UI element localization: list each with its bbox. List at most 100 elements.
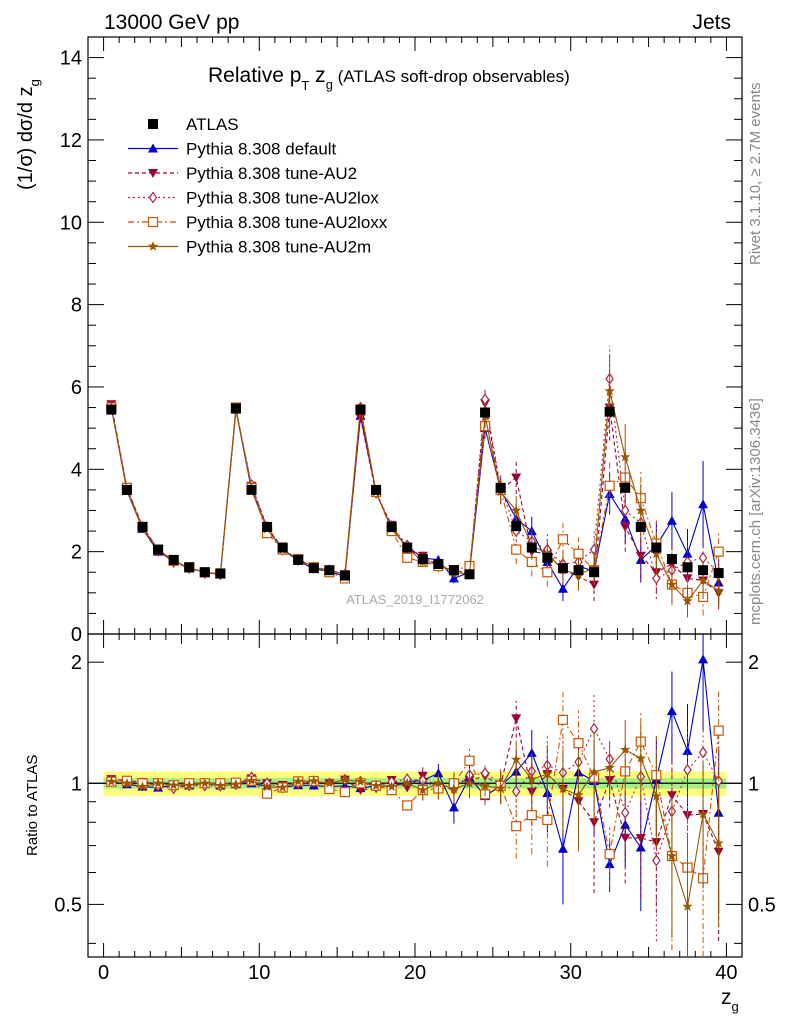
ratio-point	[355, 776, 366, 787]
data-point	[355, 413, 366, 423]
series-line	[110, 390, 719, 602]
data-point	[557, 583, 568, 593]
plot-title: Relative pT zg (ATLAS soft-drop observab…	[208, 64, 570, 93]
atlas-point	[293, 554, 304, 565]
y-tick-label: 8	[71, 295, 82, 317]
atlas-point	[324, 565, 335, 576]
ratio-point	[604, 859, 615, 869]
ratio-point	[573, 789, 584, 800]
atlas-point	[230, 403, 241, 414]
legend: ATLAS Pythia 8.308 default Pythia 8.308 tu…	[128, 115, 388, 257]
ratio-point	[526, 773, 537, 784]
series-line	[110, 407, 720, 590]
x-axis-label: zg	[721, 986, 739, 1014]
atlas-point	[246, 484, 257, 495]
data-point	[666, 579, 678, 589]
ratio-marks	[106, 634, 724, 957]
x-tick-label: 30	[560, 962, 582, 984]
legend-label: Pythia 8.308 default	[186, 140, 337, 159]
legend-marker	[147, 216, 159, 228]
data-point	[620, 451, 631, 462]
ratio-point	[152, 777, 164, 788]
atlas-point	[573, 565, 584, 576]
main-marks	[106, 345, 724, 618]
ratio-point	[620, 806, 630, 819]
ratio-point	[526, 747, 537, 757]
atlas-point	[308, 563, 319, 574]
atlas-point	[698, 565, 709, 576]
ratio-point	[433, 777, 444, 788]
data-point	[573, 548, 584, 559]
data-point	[604, 385, 615, 396]
ratio-point	[511, 754, 522, 765]
ratio-point	[652, 854, 661, 867]
data-point	[682, 595, 693, 606]
ratio-point	[106, 776, 117, 787]
y-tick-label: 14	[60, 48, 82, 70]
atlas-point	[682, 562, 693, 573]
series-ratio-line	[111, 727, 720, 861]
ratio-point	[448, 802, 459, 812]
series-ratio-line	[111, 718, 720, 852]
series-2-ratio	[107, 694, 723, 942]
ratio-point	[261, 788, 273, 799]
legend-marker-atlas	[148, 119, 158, 129]
title-sub2: g	[326, 77, 333, 92]
ratio-point	[542, 768, 553, 779]
legend-marker	[147, 241, 159, 251]
data-point	[402, 552, 413, 563]
legend-label: Pythia 8.308 tune-AU2loxx	[186, 213, 388, 232]
ratio-point	[635, 752, 646, 763]
ratio-point	[448, 783, 460, 794]
atlas-point	[557, 563, 568, 574]
ratio-point	[557, 783, 569, 794]
ratio-point	[557, 714, 569, 725]
y-tick-label: 10	[60, 212, 82, 234]
ratio-point	[588, 766, 600, 777]
ratio-point	[215, 780, 226, 791]
ratio-point	[402, 800, 413, 811]
atlas-point	[371, 484, 382, 495]
ratio-point	[184, 780, 195, 790]
atlas-point	[495, 482, 506, 493]
header-right: Jets	[692, 11, 731, 34]
series-1-main	[106, 374, 724, 610]
ratio-point	[168, 779, 179, 790]
series-3-main	[106, 402, 724, 616]
ratio-point	[526, 810, 537, 821]
ratio-point	[573, 738, 584, 749]
ratio-point	[433, 768, 444, 778]
ratio-point	[417, 784, 428, 795]
main-panel: 0 2 4 6 8 10 12 14	[60, 36, 743, 646]
title-main: Relative p	[208, 64, 301, 87]
ratio-point	[542, 814, 553, 826]
data-point	[698, 551, 708, 564]
atlas-point	[386, 521, 397, 532]
header-left: 13000 GeV pp	[104, 11, 239, 34]
x-tick-label: 10	[248, 962, 270, 984]
ratio-point	[511, 821, 522, 832]
atlas-point	[121, 484, 132, 495]
ratio-point	[324, 777, 335, 788]
atlas-point	[168, 554, 179, 565]
ratio-tick-label: 2	[71, 652, 82, 674]
atlas-point	[713, 568, 724, 579]
atlas-point	[137, 521, 148, 532]
ratio-point	[697, 808, 709, 819]
y-tick-label: 0	[71, 624, 82, 646]
atlas-point	[620, 482, 631, 493]
legend-marker	[148, 143, 158, 153]
ratio-point	[261, 781, 273, 792]
ratio-tick-label-right: 0.5	[748, 894, 776, 916]
series-4-ratio	[106, 719, 724, 957]
ratio-point	[651, 790, 662, 801]
series-line	[110, 403, 719, 594]
atlas-point	[417, 554, 428, 565]
ratio-point	[121, 777, 133, 788]
ratio-ticks: 0 10 20 30 40 0.5 0.5 1 1 2 2	[54, 634, 776, 984]
y-tick-label: 12	[60, 130, 82, 152]
title-sub1: T	[301, 78, 309, 93]
atlas-point	[215, 568, 226, 579]
legend-label-atlas: ATLAS	[186, 115, 239, 134]
